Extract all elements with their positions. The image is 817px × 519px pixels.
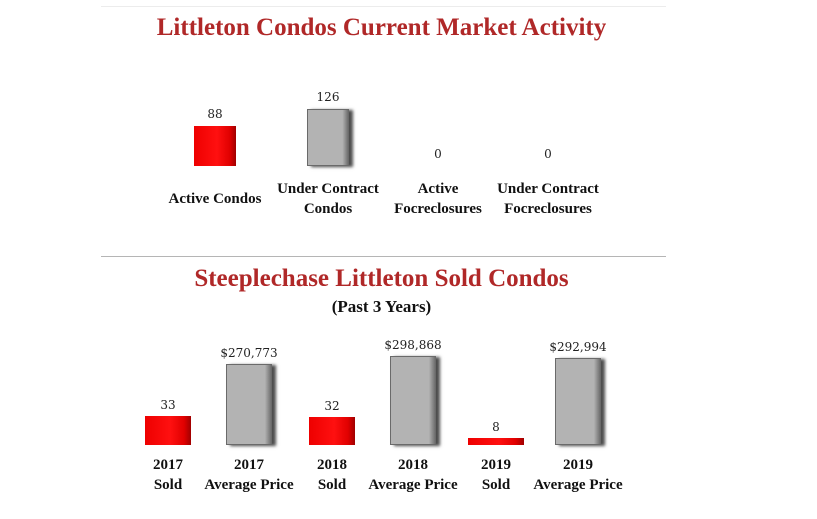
category-label-4: Under Contract Focreclosures bbox=[497, 181, 599, 217]
category-label-1: Active Condos bbox=[168, 191, 262, 207]
chart2-subtitle: (Past 3 Years) bbox=[331, 297, 432, 316]
bar-5 bbox=[468, 438, 524, 445]
value-label-1: 33 bbox=[160, 398, 176, 412]
category-label-4: 2018 Average Price bbox=[368, 457, 458, 493]
value-label-3: 32 bbox=[324, 399, 340, 413]
category-label-3: 2018 Sold bbox=[317, 457, 347, 493]
value-label-5: 8 bbox=[492, 420, 500, 434]
value-label-2: $270,773 bbox=[220, 346, 278, 360]
bar-6 bbox=[555, 358, 601, 445]
value-label-6: $292,994 bbox=[549, 340, 607, 354]
value-label-2: 126 bbox=[316, 90, 340, 104]
value-label-3: 0 bbox=[434, 147, 442, 161]
chart2-title: Steeplechase Littleton Sold Condos bbox=[194, 265, 569, 292]
category-label-1: 2017 Sold bbox=[153, 457, 183, 493]
category-label-3: Active Focreclosures bbox=[394, 181, 482, 217]
category-label-5: 2019 Sold bbox=[481, 457, 511, 493]
chart1-title: Littleton Condos Current Market Activity bbox=[156, 14, 607, 41]
category-label-2: 2017 Average Price bbox=[204, 457, 294, 493]
bar-1 bbox=[145, 416, 191, 445]
bar-3 bbox=[309, 417, 355, 445]
category-label-2: Under Contract Condos bbox=[277, 181, 379, 217]
bar-2 bbox=[307, 109, 349, 166]
category-label-6: 2019 Average Price bbox=[533, 457, 623, 493]
value-label-1: 88 bbox=[207, 107, 223, 121]
bar-2 bbox=[226, 364, 272, 445]
value-label-4: 0 bbox=[544, 147, 552, 161]
section-divider bbox=[101, 256, 666, 257]
value-label-4: $298,868 bbox=[384, 338, 442, 352]
bar-4 bbox=[390, 356, 436, 445]
bar-1 bbox=[194, 126, 236, 166]
top-divider bbox=[101, 6, 666, 7]
